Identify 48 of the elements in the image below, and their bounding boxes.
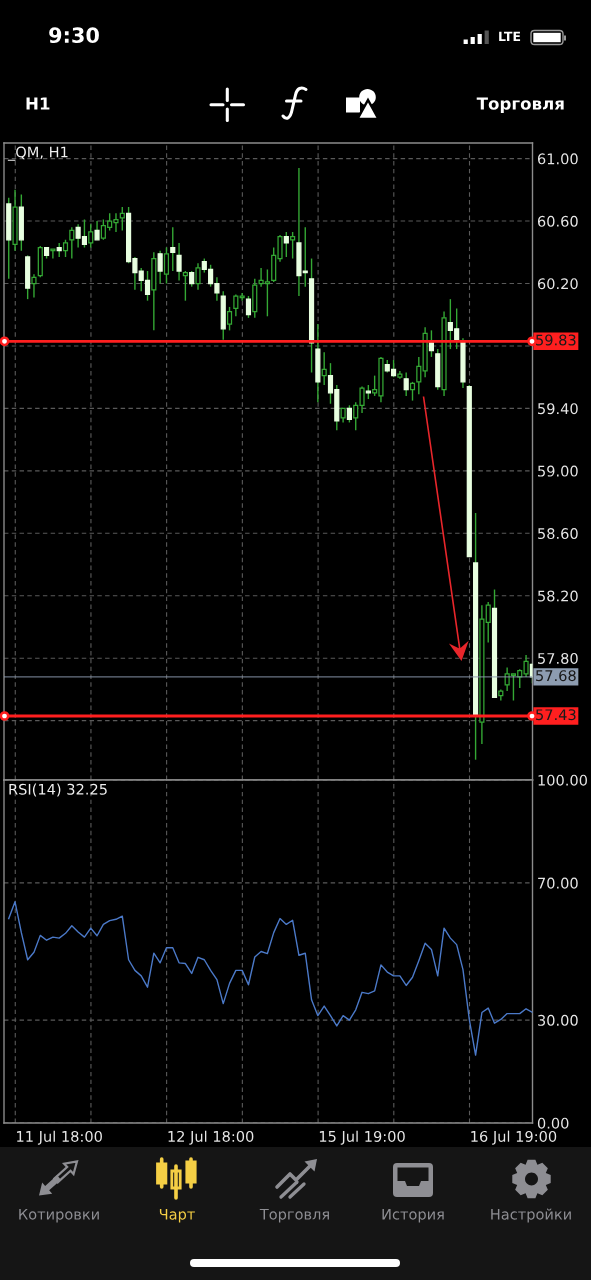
text: Настройки bbox=[491, 1208, 571, 1223]
y-tick-label: 100.00 bbox=[538, 774, 587, 786]
y-tick-label: 61.00 bbox=[537, 153, 578, 165]
candlestick bbox=[195, 262, 201, 291]
candlestick bbox=[69, 226, 75, 260]
candlestick bbox=[239, 292, 245, 302]
x-tick-label: 16 Jul 19:00 bbox=[471, 1130, 557, 1145]
y-tick-label: 30.00 bbox=[538, 1014, 578, 1026]
x-tick-label: 11 Jul 18:00 bbox=[17, 1130, 102, 1145]
candlestick bbox=[290, 231, 296, 260]
y-tick-label: 0.00 bbox=[537, 1117, 569, 1129]
y-tick-label: 58.60 bbox=[538, 528, 578, 540]
y-tick-label: 60.20 bbox=[537, 278, 578, 290]
text: История bbox=[382, 1208, 444, 1223]
candlestick bbox=[409, 381, 416, 402]
text: Чарт bbox=[159, 1208, 195, 1223]
candlestick bbox=[88, 223, 94, 249]
text: Торговля bbox=[259, 1208, 329, 1223]
y-tick-label: 59.40 bbox=[538, 403, 578, 415]
x-tick-label: 15 Jul 19:00 bbox=[319, 1130, 405, 1145]
candlestick bbox=[233, 293, 239, 317]
candlestick bbox=[416, 356, 422, 396]
candlestick bbox=[176, 242, 182, 282]
ref-line-label: 57.68 bbox=[536, 670, 576, 682]
y-tick-label: 58.20 bbox=[538, 590, 578, 602]
candlestick bbox=[182, 270, 188, 302]
candlestick bbox=[170, 226, 176, 272]
line-series bbox=[8, 901, 533, 1056]
candlestick bbox=[321, 351, 327, 386]
text: 9:30 bbox=[49, 27, 99, 44]
candlestick bbox=[50, 248, 56, 260]
ref-line-label: 59.83 bbox=[536, 334, 576, 346]
y-tick-label: 60.60 bbox=[537, 215, 578, 227]
ref-line-label: 57.43 bbox=[536, 709, 576, 721]
candlestick bbox=[163, 246, 170, 285]
y-tick-label: 59.00 bbox=[538, 465, 578, 477]
chart-title: _QM, H1 bbox=[7, 146, 68, 161]
chart-title: RSI(14) 32.25 bbox=[9, 783, 107, 797]
y-tick-label: 70.00 bbox=[538, 877, 578, 889]
text: Котировки bbox=[19, 1208, 99, 1223]
candlestick bbox=[31, 273, 37, 299]
candlestick bbox=[119, 206, 125, 232]
text: LTE bbox=[499, 31, 521, 41]
text: Торговля bbox=[476, 97, 564, 114]
x-tick-label: 12 Jul 18:00 bbox=[168, 1130, 254, 1145]
text: H1 bbox=[26, 97, 50, 110]
y-tick-label: 57.80 bbox=[538, 652, 578, 664]
candlestick bbox=[226, 306, 233, 332]
